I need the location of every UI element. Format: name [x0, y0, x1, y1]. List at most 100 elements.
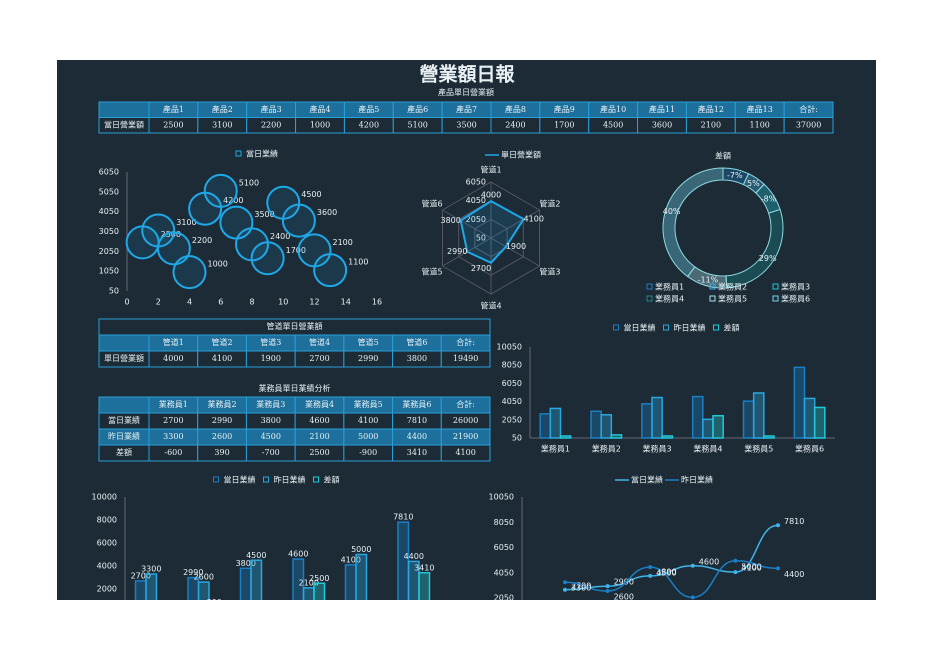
y-tick-label: 10050: [497, 343, 522, 352]
cell-value: 2100: [309, 432, 329, 441]
cell-value: 3600: [652, 120, 672, 129]
category-label: 管道2: [539, 199, 560, 209]
column-header: 管道2: [212, 337, 233, 347]
x-tick-label: 0: [124, 298, 129, 307]
column-header: 產品1: [163, 104, 184, 114]
bar: [793, 366, 806, 439]
r-tick-label: 4050: [466, 196, 486, 205]
r-tick-label: 6050: [466, 178, 486, 187]
bubble: [203, 173, 238, 208]
legend-label: 業務員6: [781, 294, 810, 304]
data-label: 2500: [161, 230, 181, 239]
point: [648, 565, 653, 570]
data-label: 3800: [441, 216, 461, 225]
legend-label: 昨日業績: [274, 475, 306, 485]
data-label: 40%: [663, 207, 681, 216]
bar: [590, 410, 602, 439]
bar: [344, 564, 357, 600]
cell-value: -600: [164, 448, 182, 457]
cell-value: 26000: [453, 416, 478, 425]
cell-value: 2500: [309, 448, 329, 457]
bar: [250, 559, 263, 600]
cell: [440, 350, 491, 368]
x-tick-label: 12: [309, 298, 319, 307]
bubble: [172, 255, 207, 290]
point: [563, 580, 567, 585]
cell-value: 3800: [407, 354, 427, 363]
column-header: 管道6: [406, 337, 427, 347]
x-tick-label: 4: [187, 298, 192, 307]
bar: [397, 521, 410, 600]
column-header: 產品8: [505, 104, 526, 114]
column-header: 產品9: [554, 104, 575, 114]
bar: [549, 407, 562, 439]
column-header: 管道3: [260, 337, 281, 347]
bar: [712, 414, 724, 439]
y-tick-label: 8050: [502, 361, 522, 370]
legend-label: 當日業績: [246, 149, 278, 159]
bar: [763, 435, 775, 439]
data-label: 1900: [506, 242, 526, 251]
bar: [691, 395, 704, 439]
page-title: 營業額日報: [419, 63, 515, 86]
legend-label: 昨日業績: [681, 475, 713, 485]
data-label: 29%: [759, 254, 777, 263]
cell-value: 1100: [750, 120, 770, 129]
bar: [559, 435, 572, 439]
bar: [239, 567, 252, 600]
x-tick-label: 2: [156, 298, 161, 307]
column-header: 產品11: [649, 104, 675, 114]
column-header: 產品6: [407, 104, 428, 114]
y-tick-label: 1050: [99, 267, 119, 276]
cell: [440, 444, 491, 462]
bar: [610, 434, 623, 439]
cell-value: 4000: [163, 354, 183, 363]
legend-label: 差額: [724, 323, 740, 333]
y-tick-label: 4000: [97, 562, 117, 571]
data-label: 7810: [393, 513, 413, 522]
cell-value: 37000: [796, 120, 821, 129]
bar: [209, 608, 220, 612]
data-label: 4100: [341, 555, 361, 564]
data-label: 5100: [239, 178, 259, 187]
legend-label: 昨日業績: [674, 323, 706, 333]
bar: [742, 400, 755, 439]
data-label: 3410: [414, 563, 434, 572]
cell-value: 3300: [163, 432, 183, 441]
point: [776, 523, 780, 528]
data-label: 4100: [524, 215, 544, 224]
data-label: 5000: [741, 562, 761, 571]
bar: [313, 582, 326, 600]
cell-value: 4400: [407, 432, 427, 441]
bar: [702, 418, 714, 439]
x-tick-label: 業務員6: [795, 444, 824, 454]
x-tick-label: 業務員5: [744, 444, 773, 454]
spoke: [490, 209, 540, 239]
x-tick-label: 16: [372, 298, 382, 307]
data-label: -8%: [761, 195, 777, 204]
bar: [539, 413, 552, 439]
bar: [262, 610, 273, 612]
column-header: 業務員2: [208, 399, 237, 409]
data-label: 2500: [309, 574, 329, 583]
data-label: 2990: [614, 578, 634, 587]
x-tick-label: 10: [278, 298, 288, 307]
y-tick-label: 8000: [97, 516, 117, 525]
cell-value: 2990: [212, 416, 232, 425]
y-tick-label: 6050: [502, 379, 522, 388]
column-header: 合計:: [456, 337, 475, 347]
data-label: -600: [153, 613, 171, 622]
data-label: 7810: [784, 517, 804, 526]
y-tick-label: 10000: [92, 493, 117, 502]
r-tick-label: 2050: [466, 215, 486, 224]
bar: [197, 581, 210, 600]
data-label: 3100: [176, 218, 196, 227]
point: [690, 595, 695, 600]
x-tick-label: 業務員3: [643, 444, 672, 454]
bar: [292, 558, 305, 600]
legend-swatch: [646, 295, 653, 302]
y-tick-label: 8050: [494, 518, 514, 527]
legend-label: 當日業績: [631, 475, 663, 485]
radar-area: [459, 199, 526, 264]
legend-swatch: [313, 476, 319, 483]
